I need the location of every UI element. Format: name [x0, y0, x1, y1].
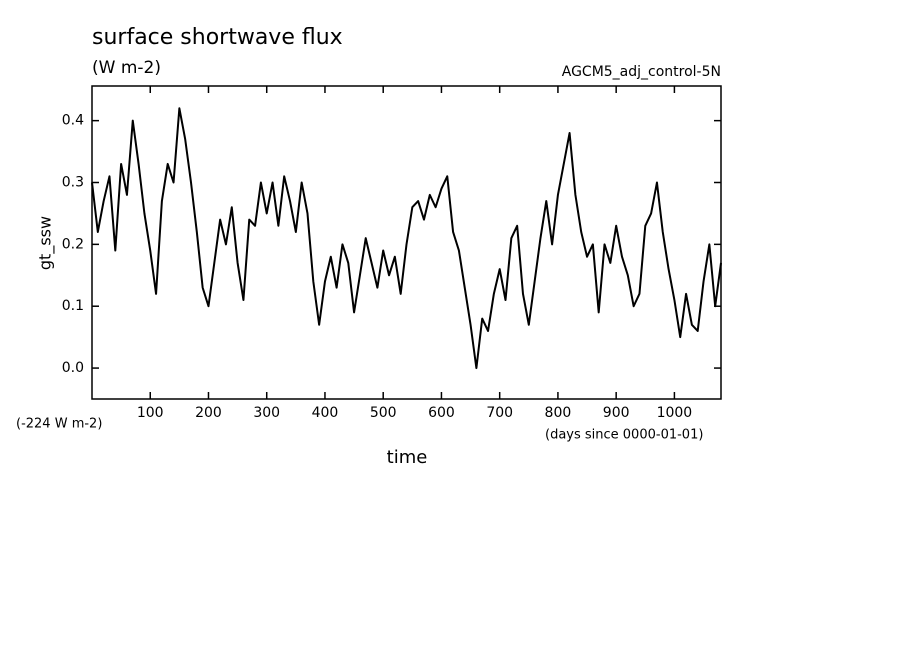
- y-tick-label: 0.4: [62, 113, 84, 129]
- y-tick-label: 0.0: [62, 360, 84, 376]
- y-tick-label: 0.2: [62, 236, 84, 252]
- y-axis-label: gt_ssw: [36, 216, 56, 270]
- x-tick-label: 300: [253, 405, 280, 421]
- x-tick-label: 200: [195, 405, 222, 421]
- x-tick-label: 900: [603, 405, 630, 421]
- x-tick-label: 500: [370, 405, 397, 421]
- offset-note: (-224 W m-2): [16, 417, 102, 432]
- y-tick-label: 0.1: [62, 298, 84, 314]
- annotation: AGCM5_adj_control-5N: [562, 64, 721, 80]
- x-tick-label: 400: [312, 405, 339, 421]
- data-line: [91, 107, 722, 370]
- x-units: (days since 0000-01-01): [545, 428, 703, 443]
- x-tick-label: 100: [137, 405, 164, 421]
- y-tick-label: 0.3: [62, 174, 84, 190]
- x-axis-label: time: [387, 447, 428, 468]
- x-tick-label: 700: [486, 405, 513, 421]
- x-tick-label: 1000: [657, 405, 693, 421]
- subtitle: (W m-2): [92, 58, 161, 78]
- plot-frame: [91, 85, 722, 400]
- chart-title: surface shortwave flux: [92, 25, 343, 50]
- x-tick-label: 800: [545, 405, 572, 421]
- x-tick-label: 600: [428, 405, 455, 421]
